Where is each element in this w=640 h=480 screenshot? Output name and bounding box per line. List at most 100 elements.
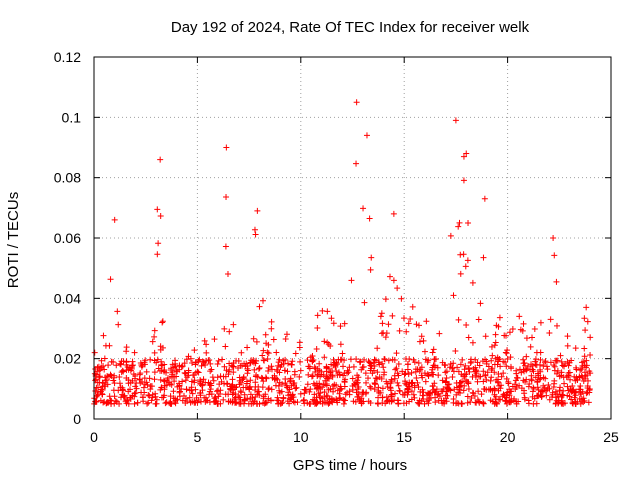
scatter-point xyxy=(204,397,211,404)
scatter-point xyxy=(116,400,123,407)
scatter-point xyxy=(262,331,269,338)
scatter-point xyxy=(324,339,331,346)
scatter-point xyxy=(478,391,485,398)
scatter-point xyxy=(554,367,561,374)
scatter-point xyxy=(201,337,208,344)
scatter-point xyxy=(248,400,255,407)
scatter-point xyxy=(404,366,411,373)
scatter-point xyxy=(411,384,418,391)
scatter-point xyxy=(520,320,527,327)
scatter-point xyxy=(283,331,290,338)
scatter-point xyxy=(227,385,234,392)
scatter-point xyxy=(179,378,186,385)
scatter-point xyxy=(224,271,231,278)
scatter-point xyxy=(282,335,289,342)
scatter-point xyxy=(248,357,255,364)
scatter-point xyxy=(455,389,462,396)
scatter-point xyxy=(186,394,193,401)
scatter-point xyxy=(499,393,506,400)
scatter-point xyxy=(333,367,340,374)
scatter-point xyxy=(202,379,209,386)
scatter-point xyxy=(191,398,198,405)
scatter-point xyxy=(236,374,243,381)
scatter-point xyxy=(148,397,155,404)
scatter-point xyxy=(176,388,183,395)
scatter-point xyxy=(442,362,449,369)
scatter-point xyxy=(542,358,549,365)
scatter-point xyxy=(143,379,150,386)
scatter-point xyxy=(408,369,415,376)
scatter-point xyxy=(132,389,139,396)
scatter-point xyxy=(481,386,488,393)
scatter-point xyxy=(487,377,494,384)
scatter-point xyxy=(254,391,261,398)
scatter-point xyxy=(502,397,509,404)
scatter-point xyxy=(292,385,299,392)
scatter-point xyxy=(500,358,507,365)
scatter-point xyxy=(313,345,320,352)
scatter-point xyxy=(309,372,316,379)
scatter-point xyxy=(533,362,540,369)
scatter-point xyxy=(164,377,171,384)
scatter-point xyxy=(476,373,483,380)
scatter-point xyxy=(366,383,373,390)
scatter-point xyxy=(189,390,196,397)
scatter-point xyxy=(509,383,516,390)
scatter-point xyxy=(491,361,498,368)
scatter-point xyxy=(435,397,442,404)
scatter-point xyxy=(521,368,528,375)
scatter-point xyxy=(531,395,538,402)
scatter-point xyxy=(427,394,434,401)
scatter-point xyxy=(551,252,558,259)
scatter-point xyxy=(297,358,304,365)
scatter-point xyxy=(497,363,504,370)
scatter-point xyxy=(459,356,466,363)
scatter-point xyxy=(551,377,558,384)
scatter-point xyxy=(116,380,123,387)
scatter-point xyxy=(222,243,229,250)
scatter-point xyxy=(469,339,476,346)
scatter-point xyxy=(581,345,588,352)
scatter-point xyxy=(313,380,320,387)
scatter-point xyxy=(447,232,454,239)
scatter-point xyxy=(580,377,587,384)
scatter-point xyxy=(113,362,120,369)
scatter-point xyxy=(482,372,489,379)
scatter-point xyxy=(155,240,162,247)
scatter-point xyxy=(311,391,318,398)
scatter-point xyxy=(432,389,439,396)
scatter-point xyxy=(188,387,195,394)
scatter-point xyxy=(586,368,593,375)
scatter-point xyxy=(207,380,214,387)
scatter-point xyxy=(263,399,270,406)
scatter-point xyxy=(429,364,436,371)
scatter-point xyxy=(550,384,557,391)
scatter-point xyxy=(208,391,215,398)
scatter-point xyxy=(242,396,249,403)
scatter-point xyxy=(553,322,560,329)
scatter-point xyxy=(464,257,471,264)
scatter-point xyxy=(550,362,557,369)
scatter-point xyxy=(336,390,343,397)
scatter-point xyxy=(363,379,370,386)
scatter-point xyxy=(102,342,109,349)
data-points xyxy=(91,99,594,407)
scatter-point xyxy=(528,377,535,384)
scatter-point xyxy=(360,398,367,405)
scatter-point xyxy=(413,321,420,328)
scatter-point xyxy=(579,362,586,369)
scatter-point xyxy=(446,386,453,393)
scatter-point xyxy=(553,357,560,364)
scatter-point xyxy=(458,400,465,407)
scatter-point xyxy=(472,372,479,379)
scatter-point xyxy=(463,322,470,329)
scatter-point xyxy=(565,362,572,369)
scatter-point xyxy=(465,219,472,226)
scatter-point xyxy=(213,398,220,405)
scatter-point xyxy=(483,360,490,367)
scatter-point xyxy=(413,375,420,382)
scatter-point xyxy=(474,378,481,385)
scatter-point xyxy=(381,356,388,363)
scatter-point xyxy=(509,325,516,332)
